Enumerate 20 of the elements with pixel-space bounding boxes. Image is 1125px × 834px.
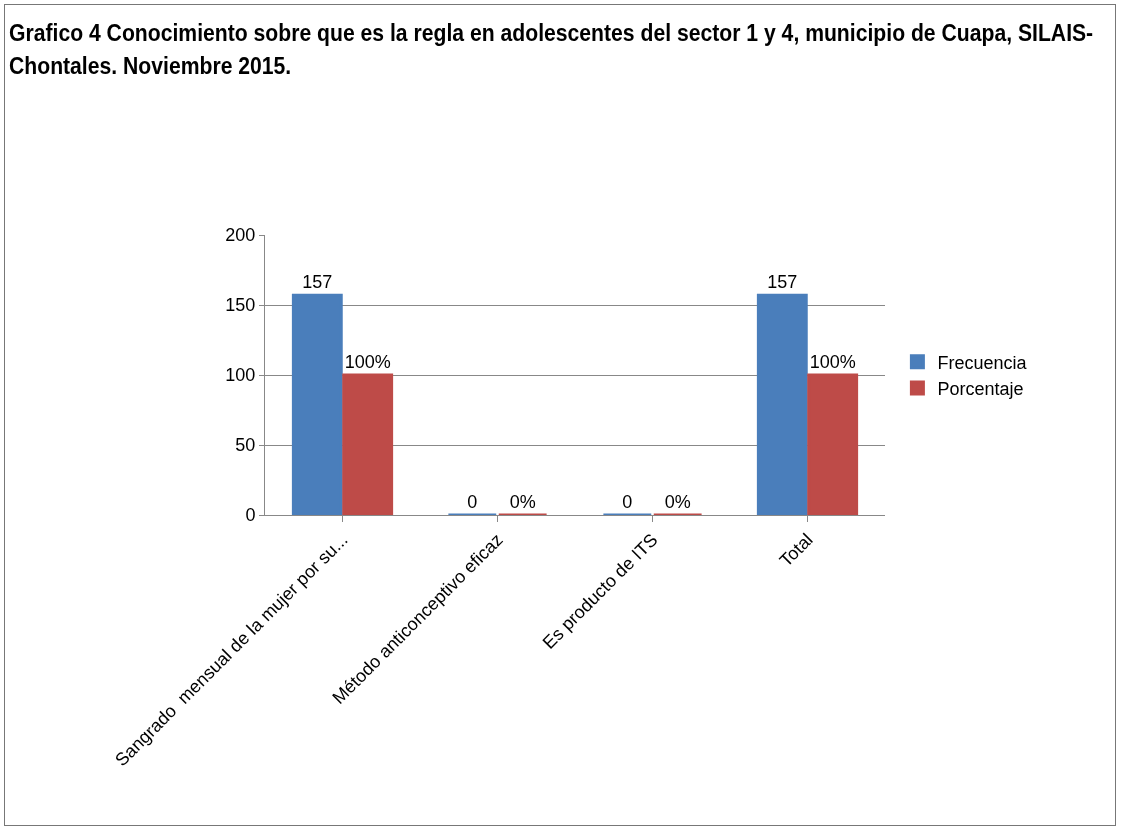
- y-tick-label: 150: [225, 295, 256, 316]
- legend-label: Frecuencia: [937, 352, 1028, 373]
- y-tick-label: 50: [235, 435, 256, 456]
- legend-label: Porcentaje: [937, 379, 1024, 400]
- data-label: 100%: [344, 352, 391, 372]
- data-label: 0%: [664, 492, 691, 512]
- y-tick-label: 100: [225, 365, 256, 386]
- bar: [291, 293, 343, 515]
- data-label: 0: [622, 492, 633, 512]
- y-tick-label: 0: [245, 505, 256, 526]
- data-label: 100%: [809, 352, 856, 372]
- bar: [342, 373, 394, 515]
- bar: [807, 373, 859, 515]
- data-label: 0%: [509, 492, 536, 512]
- data-label: 157: [302, 272, 333, 293]
- chart-title: Grafico 4 Conocimiento sobre que es la regla en adolescentes del sector 1 y 4, municipio de Cuapa, SILAIS-Chontales. Noviembre 2015.: [9, 19, 1095, 82]
- y-tick-label: 200: [225, 225, 256, 246]
- data-label: 0: [467, 492, 478, 512]
- data-label: 157: [767, 272, 798, 293]
- bar: [756, 293, 808, 515]
